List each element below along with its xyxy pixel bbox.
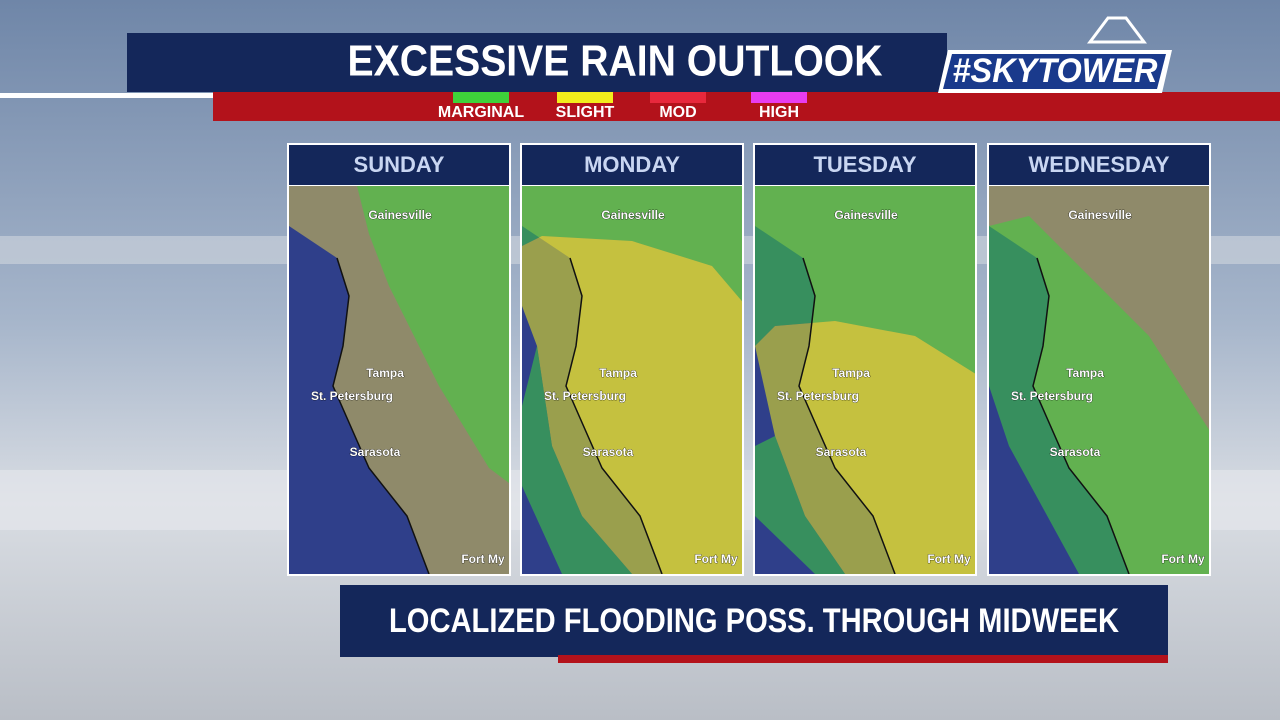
city-label: Fort My [694, 552, 738, 566]
panel-header [522, 145, 742, 185]
legend-label: SLIGHT [556, 104, 615, 121]
panel-day: MONDAY [584, 152, 680, 177]
risk-area [357, 186, 509, 483]
forecast-panel: MONDAY Gainesville Tampa St. Petersburg Sara… [520, 143, 744, 576]
footer-box [340, 585, 1168, 657]
city-label: St. Petersburg [311, 389, 393, 403]
risk-area [989, 216, 1209, 574]
city-label: Sarasota [583, 445, 634, 459]
forecast-panel: TUESDAY Gainesville Tampa St. Petersburg Sar… [753, 143, 977, 576]
risk-area [522, 186, 742, 302]
accent-line [0, 93, 213, 98]
city-label: Fort My [461, 552, 505, 566]
logo: #SKYTOWER [938, 16, 1172, 93]
panel-header [755, 145, 975, 185]
legend-swatch [751, 92, 807, 103]
legend-swatch [557, 92, 613, 103]
city-label: Gainesville [834, 208, 898, 222]
logo-plate-inner [943, 54, 1166, 89]
coastline [565, 257, 663, 574]
city-label: Sarasota [816, 445, 867, 459]
map-water [289, 226, 429, 574]
coastline [798, 257, 896, 574]
city-label: Tampa [832, 366, 870, 380]
coastline [1032, 257, 1130, 574]
city-label: St. Petersburg [1011, 389, 1093, 403]
forecast-panel: SUNDAY Gainesville Tampa St. Petersburg Sara… [287, 143, 511, 576]
city-label: Fort My [927, 552, 971, 566]
city-label: St. Petersburg [777, 389, 859, 403]
forecast-panel: WEDNESDAY Gainesville Tampa St. Petersburg S… [987, 143, 1211, 576]
legend-swatch [453, 92, 509, 103]
panels: SUNDAY Gainesville Tampa St. Petersburg Sara… [287, 143, 1211, 576]
panel-day: WEDNESDAY [1029, 152, 1170, 177]
city-label: Sarasota [1050, 445, 1101, 459]
city-label: Fort My [1161, 552, 1205, 566]
panel-day: SUNDAY [354, 152, 445, 177]
map: Gainesville Tampa St. Petersburg Sarasota Fo… [989, 186, 1209, 574]
legend: MARGINAL SLIGHT MOD HIGH [438, 92, 807, 121]
city-label: Tampa [599, 366, 637, 380]
map: Gainesville Tampa St. Petersburg Sarasota Fo… [755, 186, 975, 574]
legend-label: MOD [659, 104, 696, 121]
city-label: Tampa [366, 366, 404, 380]
city-label: St. Petersburg [544, 389, 626, 403]
map: Gainesville Tampa St. Petersburg Sarasota Fo… [522, 186, 742, 574]
city-label: Gainesville [1068, 208, 1132, 222]
footer-text: LOCALIZED FLOODING POSS. THROUGH MIDWEEK [389, 602, 1119, 640]
risk-area [755, 321, 975, 574]
risk-area [522, 346, 632, 574]
city-label: Tampa [1066, 366, 1104, 380]
risk-area [522, 236, 742, 574]
city-label: Sarasota [350, 445, 401, 459]
logo-icon [1087, 16, 1147, 44]
city-label: Gainesville [368, 208, 432, 222]
risk-area [755, 436, 845, 574]
risk-area [755, 186, 975, 374]
legend-bar [213, 92, 1280, 121]
coastline [332, 257, 430, 574]
title-bar [127, 33, 947, 92]
map: Gainesville Tampa St. Petersburg Sarasota Fo… [289, 186, 509, 574]
panel-day: TUESDAY [813, 152, 916, 177]
legend-label: MARGINAL [438, 104, 524, 121]
legend-swatch [650, 92, 706, 103]
logo-text: #SKYTOWER [953, 52, 1158, 90]
footer-accent [558, 655, 1168, 663]
city-label: Gainesville [601, 208, 665, 222]
title: EXCESSIVE RAIN OUTLOOK [348, 37, 883, 86]
panel-header [289, 145, 509, 185]
legend-label: HIGH [759, 104, 799, 121]
panel-header [989, 145, 1209, 185]
